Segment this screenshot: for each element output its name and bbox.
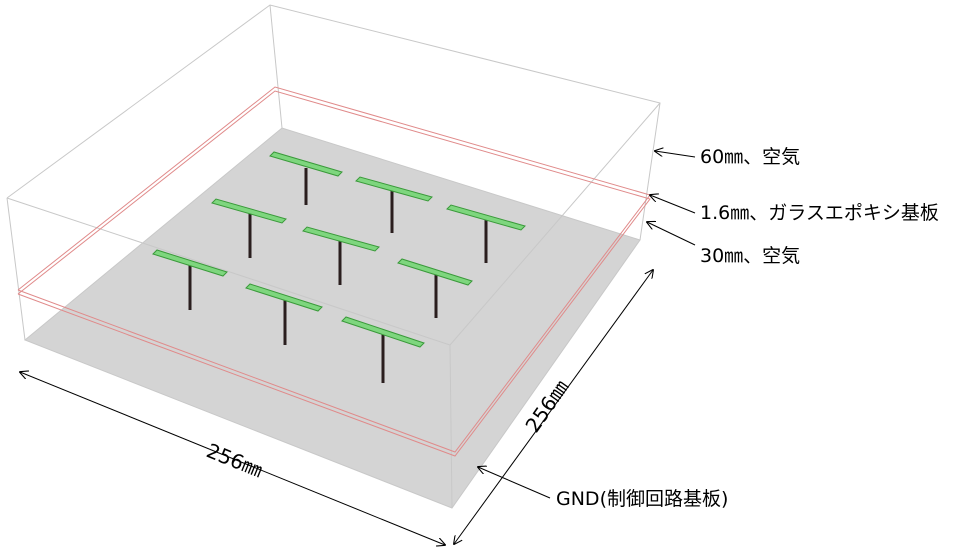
antenna bbox=[152, 249, 228, 310]
front-dimension-arrow bbox=[20, 372, 445, 545]
top-air-label: 60㎜、空気 bbox=[700, 146, 800, 168]
antenna bbox=[302, 226, 380, 285]
antenna-array bbox=[152, 151, 526, 383]
antenna bbox=[211, 198, 287, 258]
antenna bbox=[355, 176, 433, 233]
antenna bbox=[245, 283, 323, 345]
bottom-air-leader bbox=[647, 222, 696, 246]
substrate-leader bbox=[650, 195, 696, 214]
gnd-label: GND(制御回路基板) bbox=[556, 488, 728, 510]
antenna bbox=[446, 204, 526, 263]
bottom-air-label: 30㎜、空気 bbox=[700, 245, 800, 267]
gnd-leader bbox=[478, 467, 551, 499]
substrate-label: 1.6㎜、ガラスエポキシ基板 bbox=[700, 202, 939, 224]
top-air-leader bbox=[655, 151, 696, 158]
antenna bbox=[269, 151, 343, 205]
air-box-edges bbox=[6, 4, 661, 509]
front-dimension-label: 256㎜ bbox=[203, 438, 266, 482]
gnd-plane bbox=[24, 127, 641, 509]
side-dimension-arrow bbox=[454, 270, 653, 544]
